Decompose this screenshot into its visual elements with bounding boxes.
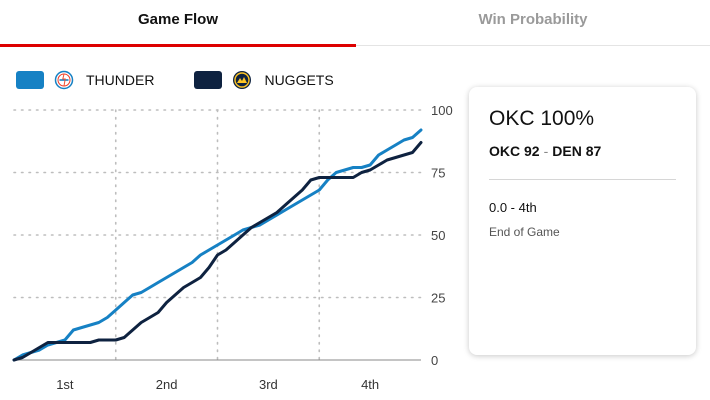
final-score: OKC 92- DEN 87	[489, 143, 676, 159]
legend-thunder: THUNDER	[16, 70, 154, 90]
quarter-label-1st: 1st	[56, 377, 74, 392]
chart-legend: THUNDER NUGGETS	[16, 70, 374, 90]
y-tick-label-50: 50	[431, 228, 445, 243]
y-tick-label-0: 0	[431, 353, 438, 368]
tab-game-flow[interactable]: Game Flow	[0, 0, 356, 47]
legend-nuggets-label: NUGGETS	[264, 72, 334, 88]
quarter-label-2nd: 2nd	[156, 377, 178, 392]
card-divider	[489, 179, 676, 180]
quarter-label-3rd: 3rd	[259, 377, 278, 392]
okc-score: OKC 92	[489, 143, 540, 159]
den-score: DEN 87	[552, 143, 602, 159]
series-line-thunder	[12, 128, 423, 362]
y-tick-label-75: 75	[431, 166, 445, 181]
win-probability-title: OKC 100%	[489, 107, 595, 130]
game-flow-chart: 0 25 50 75 100 1st 2nd 3rd 4th	[12, 103, 453, 392]
legend-thunder-label: THUNDER	[86, 72, 155, 88]
thunder-logo-icon	[54, 70, 74, 90]
game-clock: 0.0 - 4th	[489, 200, 537, 215]
y-tick-label-100: 100	[431, 103, 453, 118]
score-separator: -	[543, 143, 549, 159]
nuggets-swatch	[194, 71, 223, 89]
legend-nuggets: NUGGETS	[194, 70, 334, 90]
quarter-label-4th: 4th	[361, 377, 379, 392]
thunder-swatch	[16, 71, 44, 89]
game-summary-card: OKC 100% OKC 92- DEN 87 0.0 - 4th End of …	[469, 87, 696, 355]
game-status: End of Game	[489, 225, 560, 239]
tab-win-probability[interactable]: Win Probability	[478, 11, 588, 28]
tab-bar: Game Flow Win Probability	[0, 0, 710, 47]
y-tick-label-25: 25	[431, 291, 445, 306]
nuggets-logo-icon	[233, 71, 252, 89]
series-line-nuggets	[12, 141, 423, 362]
